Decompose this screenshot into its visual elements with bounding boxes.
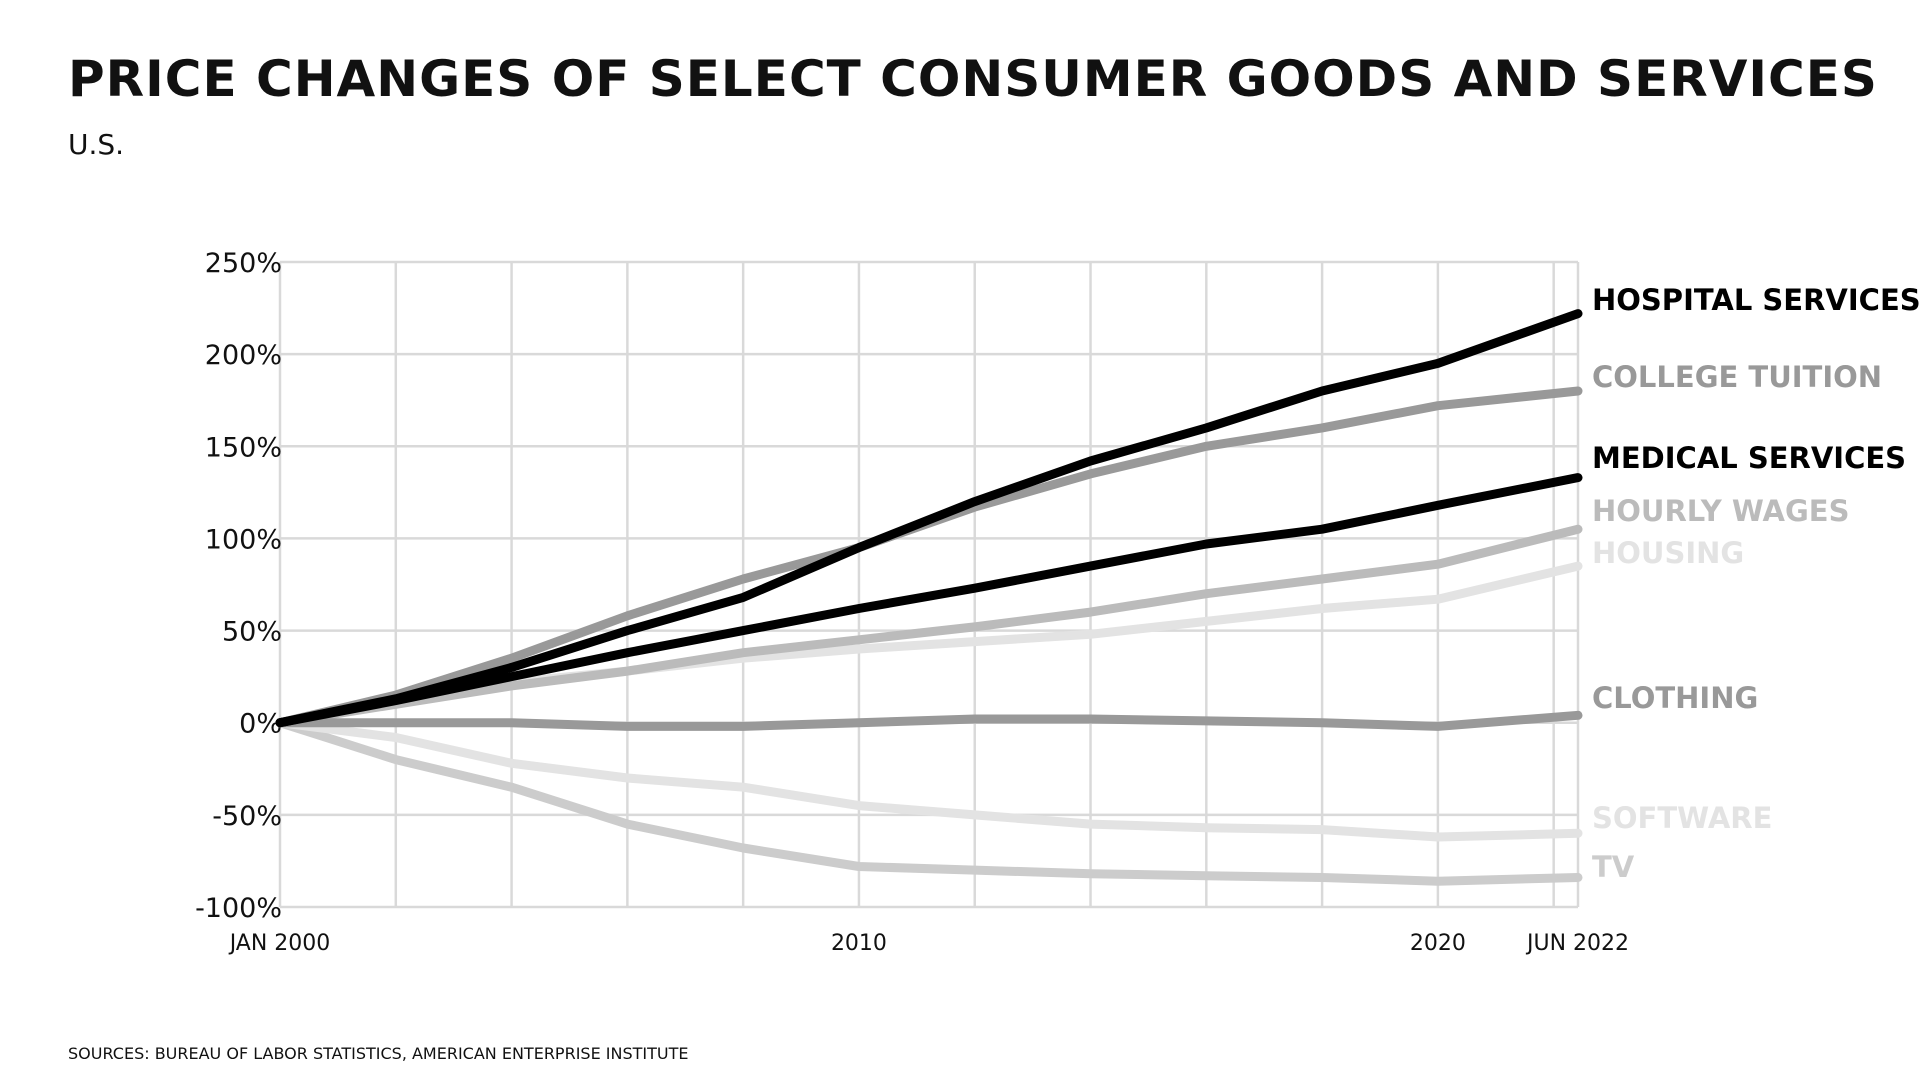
y-axis-tick-labels: 250% 200% 150% 100% 50% 0% -50% -100% [195,248,282,924]
series-label-clothing: CLOTHING [1592,681,1758,715]
series-line-medical-services [275,473,1583,728]
series-line-tv [275,718,1583,886]
y-tick-label: -100% [195,893,282,924]
series-label-software: SOFTWARE [1592,801,1772,835]
series-label-hourly-wages: HOURLY WAGES [1592,494,1850,528]
x-tick-label: JAN 2000 [228,931,331,956]
y-tick-label: 100% [205,524,282,555]
chart-subtitle: U.S. [68,128,125,161]
series-line-housing [275,561,1583,728]
y-tick-label: -50% [212,801,282,832]
source-note: SOURCES: BUREAU OF LABOR STATISTICS, AME… [68,1044,689,1063]
series-line-hospital-services [275,309,1583,728]
y-tick-label: 200% [205,340,282,371]
x-axis-tick-labels: JAN 2000 2010 2020 JUN 2022 [228,931,1629,956]
series-label-college-tuition: COLLEGE TUITION [1592,360,1882,394]
chart-series-labels: HOSPITAL SERVICES COLLEGE TUITION MEDICAL … [1592,283,1920,884]
x-tick-label: JUN 2022 [1525,931,1629,956]
x-tick-label: 2010 [831,931,887,956]
chart-title: PRICE CHANGES OF SELECT CONSUMER GOODS A… [68,50,1878,108]
series-label-hospital-services: HOSPITAL SERVICES [1592,283,1920,317]
y-tick-label: 250% [205,248,282,279]
series-label-medical-services: MEDICAL SERVICES [1592,441,1906,475]
series-label-tv: TV [1592,850,1635,884]
series-line-clothing [275,710,1583,731]
series-line-hourly-wages [275,524,1583,728]
chart-series-lines [275,309,1583,886]
series-line-software [275,718,1583,842]
x-tick-label: 2020 [1410,931,1466,956]
y-tick-label: 50% [222,617,282,648]
y-tick-label: 150% [205,432,282,463]
y-tick-label: 0% [239,709,282,740]
series-label-housing: HOUSING [1592,536,1744,570]
